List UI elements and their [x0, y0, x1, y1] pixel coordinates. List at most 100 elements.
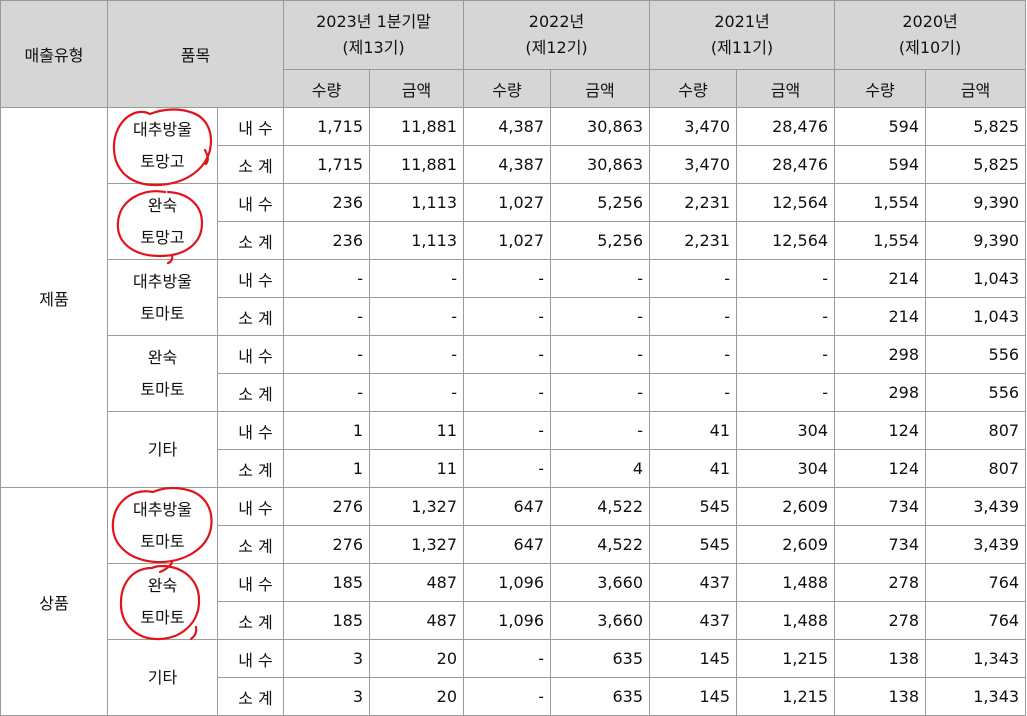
amount-cell: 764	[925, 601, 1027, 640]
row-kind-cell: 내 수	[216, 411, 285, 450]
amount-cell: 20	[369, 677, 465, 716]
product-name-cell: 완숙 토망고	[107, 183, 218, 260]
qty-cell: 437	[649, 601, 738, 640]
amount-cell: 5,825	[925, 145, 1027, 184]
table-row: 대추방울 토마토 내 수 - - - - - -214 1,043	[1, 259, 1027, 336]
row-kind-cell: 내 수	[216, 639, 285, 678]
header-amount: 금액	[369, 69, 465, 108]
amount-cell: -	[369, 259, 465, 298]
table-row: 완숙 토망고 내 수 236 1,113 1,027 5,256 2,231 12,564 1,5…	[1, 183, 1027, 260]
qty-cell: 185	[283, 563, 371, 602]
row-kind-cell: 소 계	[216, 297, 285, 336]
amount-cell: 764	[925, 563, 1027, 602]
qty-cell: 145	[649, 677, 738, 716]
amount-cell: -	[736, 297, 836, 336]
header-period: 2022년 (제12기)	[463, 0, 651, 70]
amount-cell: 304	[736, 449, 836, 488]
period-term: (제11기)	[710, 38, 774, 57]
table-row: 소 계 236 1,113 1,027 5,256 2,231 12,564 1,554 9,3…	[1, 221, 1027, 260]
qty-cell: 594	[834, 107, 927, 146]
amount-cell: 12,564	[736, 221, 836, 260]
amount-cell: 28,476	[736, 145, 836, 184]
amount-cell: -	[369, 297, 465, 336]
amount-cell: 1,043	[925, 297, 1027, 336]
product-name-line: 완숙	[147, 347, 178, 367]
amount-cell: 1,215	[736, 677, 836, 716]
qty-cell: -	[283, 259, 371, 298]
qty-cell: -	[463, 639, 552, 678]
amount-cell: 635	[550, 677, 651, 716]
qty-cell: 3,470	[649, 107, 738, 146]
amount-cell: 1,215	[736, 639, 836, 678]
amount-cell: -	[736, 335, 836, 374]
amount-cell: 5,825	[925, 107, 1027, 146]
product-name-line: 토마토	[140, 303, 185, 323]
qty-cell: 4,387	[463, 107, 552, 146]
amount-cell: 11,881	[369, 145, 465, 184]
row-kind-cell: 소 계	[216, 373, 285, 412]
product-name-cell: 기타	[107, 639, 218, 716]
qty-cell: -	[463, 677, 552, 716]
header-period: 2023년 1분기말 (제13기)	[283, 0, 465, 70]
amount-cell: 487	[369, 563, 465, 602]
amount-cell: 3,660	[550, 563, 651, 602]
table-row: 기타 내 수 1 11- -41 304 124 807	[1, 411, 1027, 488]
qty-cell: 278	[834, 563, 927, 602]
product-name-line: 토마토	[140, 531, 185, 551]
qty-cell: 1	[283, 449, 371, 488]
qty-cell: 734	[834, 525, 927, 564]
qty-cell: -	[649, 373, 738, 412]
header-row-periods: 매출유형 품목 2023년 1분기말 (제13기) 2022년 (제12기) 2…	[0, 0, 1027, 108]
table-row: 기타 내 수 3 20-635 145 1,215 138 1,343	[1, 639, 1027, 716]
header-amount: 금액	[550, 69, 651, 108]
amount-cell: 304	[736, 411, 836, 450]
product-name-cell: 기타	[107, 411, 218, 488]
amount-cell: 11	[369, 411, 465, 450]
period-term: (제12기)	[525, 38, 588, 57]
qty-cell: 1,096	[463, 601, 552, 640]
amount-cell: 11	[369, 449, 465, 488]
qty-cell: 298	[834, 335, 927, 374]
product-name-line: 대추방울	[133, 119, 192, 139]
qty-cell: -	[283, 373, 371, 412]
product-name-line: 토망고	[140, 227, 185, 247]
qty-cell: 545	[649, 525, 738, 564]
header-qty: 수량	[283, 69, 371, 108]
period-term: (제13기)	[342, 38, 405, 57]
qty-cell: 3,470	[649, 145, 738, 184]
table-row: 소 계 3 20-635 145 1,215 138 1,343	[1, 677, 1027, 716]
header-sales-type: 매출유형	[0, 0, 108, 108]
qty-cell: -	[649, 335, 738, 374]
amount-cell: -	[736, 259, 836, 298]
table-row: 소 계 1,715 11,881 4,387 30,863 3,470 28,476 594 5…	[1, 145, 1027, 184]
row-kind-cell: 내 수	[216, 259, 285, 298]
amount-cell: 5,256	[550, 183, 651, 222]
qty-cell: 1,554	[834, 221, 927, 260]
table-row: 소 계 185 487 1,096 3,660 437 1,488 278 764	[1, 601, 1027, 640]
qty-cell: 278	[834, 601, 927, 640]
qty-cell: 3	[283, 639, 371, 678]
qty-cell: 545	[649, 487, 738, 526]
amount-cell: 4,522	[550, 525, 651, 564]
row-kind-cell: 소 계	[216, 601, 285, 640]
period-year: 2021년	[714, 12, 770, 31]
amount-cell: 4,522	[550, 487, 651, 526]
product-name-line: 기타	[147, 667, 178, 687]
qty-cell: 734	[834, 487, 927, 526]
qty-cell: 647	[463, 525, 552, 564]
amount-cell: 1,327	[369, 487, 465, 526]
qty-cell: 1,715	[283, 145, 371, 184]
qty-cell: -	[649, 297, 738, 336]
amount-cell: 487	[369, 601, 465, 640]
header-qty: 수량	[834, 69, 927, 108]
table-row: 소 계 276 1,327 647 4,522 545 2,609 734 3,439	[1, 525, 1027, 564]
header-qty: 수량	[649, 69, 738, 108]
amount-cell: 635	[550, 639, 651, 678]
qty-cell: 236	[283, 221, 371, 260]
qty-cell: 276	[283, 487, 371, 526]
qty-cell: 1,554	[834, 183, 927, 222]
qty-cell: 4,387	[463, 145, 552, 184]
product-name-line: 대추방울	[133, 499, 192, 519]
qty-cell: 124	[834, 449, 927, 488]
